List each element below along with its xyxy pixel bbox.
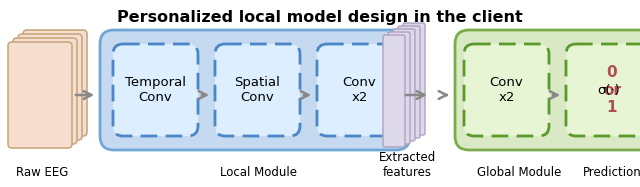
Text: Global Module: Global Module: [477, 166, 561, 179]
FancyBboxPatch shape: [317, 44, 402, 136]
Text: Conv
x2: Conv x2: [342, 76, 376, 104]
FancyBboxPatch shape: [383, 35, 405, 147]
FancyBboxPatch shape: [23, 30, 87, 136]
FancyBboxPatch shape: [464, 44, 549, 136]
FancyBboxPatch shape: [403, 23, 425, 135]
Text: Conv
x2: Conv x2: [490, 76, 524, 104]
FancyBboxPatch shape: [215, 44, 300, 136]
FancyBboxPatch shape: [393, 29, 415, 141]
Text: Extracted
features: Extracted features: [378, 151, 436, 179]
FancyBboxPatch shape: [388, 32, 410, 144]
Text: Spatial
Conv: Spatial Conv: [235, 76, 280, 104]
FancyBboxPatch shape: [398, 26, 420, 138]
FancyBboxPatch shape: [455, 30, 640, 150]
Text: σ(·): σ(·): [597, 84, 620, 96]
FancyBboxPatch shape: [18, 34, 82, 140]
FancyBboxPatch shape: [8, 42, 72, 148]
Text: Temporal
Conv: Temporal Conv: [125, 76, 186, 104]
FancyBboxPatch shape: [113, 44, 198, 136]
Text: Prediction: Prediction: [582, 166, 640, 179]
Text: Local Module: Local Module: [220, 166, 296, 179]
FancyBboxPatch shape: [100, 30, 410, 150]
Text: Personalized local model design in the client: Personalized local model design in the c…: [117, 10, 523, 25]
FancyBboxPatch shape: [13, 38, 77, 144]
Text: 0
or
1: 0 or 1: [603, 65, 621, 115]
FancyBboxPatch shape: [588, 46, 636, 134]
FancyBboxPatch shape: [566, 44, 640, 136]
Text: Raw EEG: Raw EEG: [16, 166, 68, 179]
